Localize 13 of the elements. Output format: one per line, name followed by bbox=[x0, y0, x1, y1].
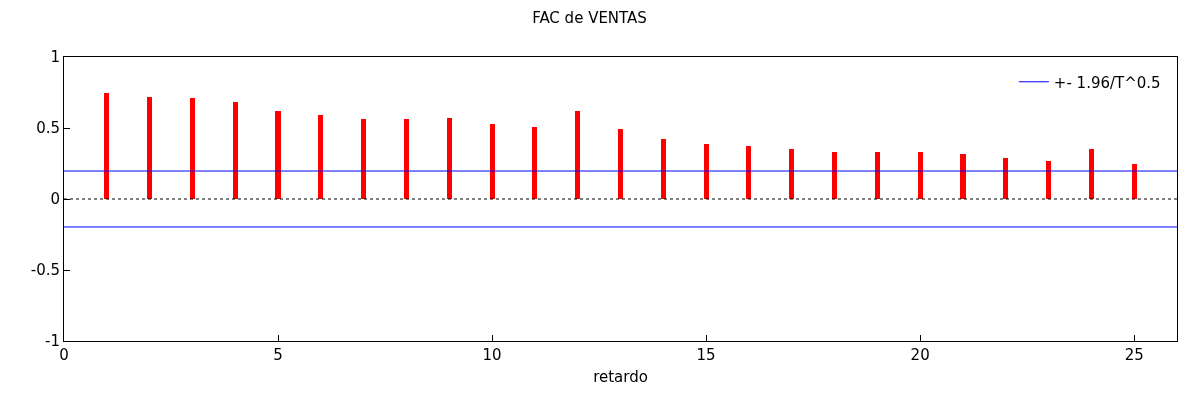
x-axis-title: retardo bbox=[593, 368, 648, 386]
y-tick-label: -1 bbox=[45, 332, 60, 351]
y-tick-label: 1 bbox=[50, 48, 60, 67]
x-tick-label: 5 bbox=[273, 346, 283, 364]
x-tick-label: 25 bbox=[1124, 346, 1144, 364]
x-tick-label: 10 bbox=[482, 346, 502, 364]
y-tick-label: 0.5 bbox=[36, 119, 60, 138]
y-tick-label: 0 bbox=[50, 190, 60, 209]
chart-title: FAC de VENTAS bbox=[532, 8, 647, 27]
x-tick-label: 15 bbox=[696, 346, 716, 364]
legend-label: +- 1.96/T^0.5 bbox=[1053, 73, 1161, 92]
x-tick-label: 20 bbox=[910, 346, 930, 364]
y-tick-label: -0.5 bbox=[30, 261, 60, 280]
